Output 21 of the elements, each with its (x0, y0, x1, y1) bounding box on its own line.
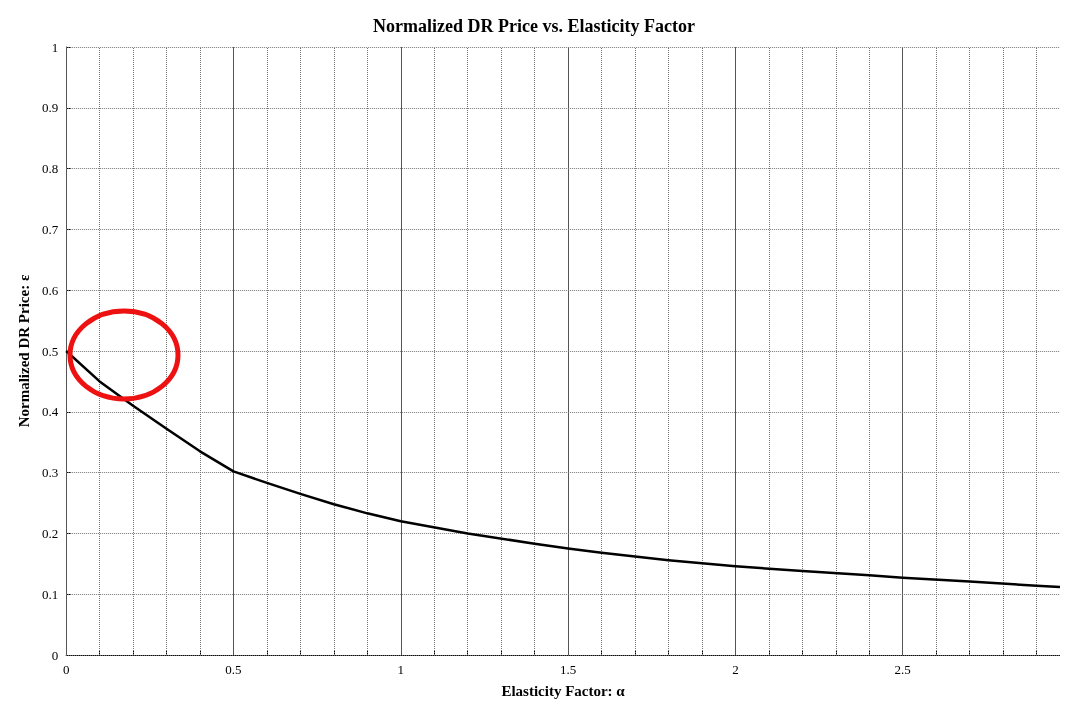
y-tick-label: 0.8 (41, 161, 59, 177)
y-tick-label: 0.1 (41, 586, 59, 602)
x-tick-label: 2 (732, 662, 739, 677)
y-axis-title: Normalized DR Price: ε (15, 274, 32, 428)
y-tick-label: 0.3 (41, 465, 59, 481)
y-tick-label: 0 (51, 647, 59, 663)
y-tick-label: 0.2 (41, 525, 59, 541)
x-tick-label: 0 (62, 662, 70, 677)
x-tick-label: 0.5 (225, 662, 242, 677)
x-tick-label: 1.5 (559, 662, 577, 677)
x-tick-label: 2.5 (894, 662, 911, 677)
y-tick-label: 0.4 (41, 404, 59, 420)
y-tick-label: 0.7 (41, 221, 59, 237)
y-tick-label: 0.5 (41, 343, 59, 359)
chart-title: Normalized DR Price vs. Elasticity Factor (373, 16, 695, 36)
y-tick-label: 0.6 (41, 282, 59, 298)
x-axis-title: Elasticity Factor: α (501, 682, 626, 699)
y-tick-label: 1 (51, 39, 59, 55)
y-tick-label: 0.9 (41, 100, 59, 116)
x-tick-label: 1 (397, 662, 405, 677)
line-series (64, 349, 1060, 589)
